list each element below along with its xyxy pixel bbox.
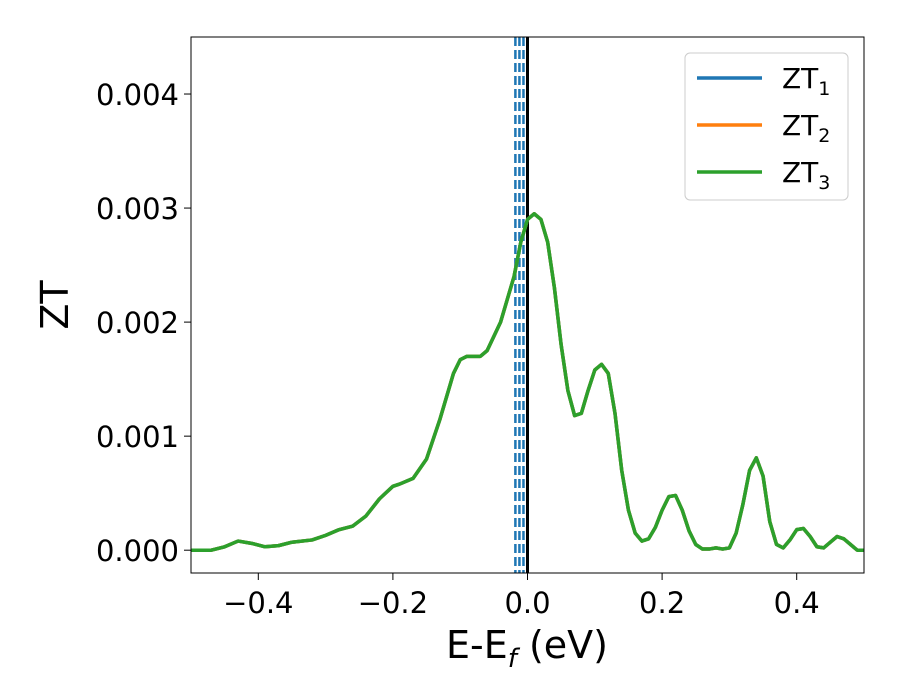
x-tick-label: 0.0 <box>504 586 550 620</box>
x-tick-label: −0.4 <box>223 586 293 620</box>
y-axis-label: ZT <box>33 280 77 330</box>
y-tick-label: 0.000 <box>96 534 179 568</box>
y-tick-label: 0.004 <box>96 78 179 112</box>
x-tick-label: 0.4 <box>774 586 820 620</box>
vertical-lines <box>514 37 529 573</box>
y-tick-label: 0.001 <box>96 420 179 454</box>
legend-label-zt2: ZT2 <box>782 109 830 147</box>
series-line-zt3 <box>191 212 864 552</box>
legend: ZT1 ZT2 ZT3 <box>684 52 849 201</box>
legend-frame <box>684 52 849 201</box>
x-axis-label: E-Ef (eV) <box>446 623 608 674</box>
y-tick-label: 0.003 <box>96 192 179 226</box>
x-tick-label: 0.2 <box>639 586 685 620</box>
legend-label-zt3: ZT3 <box>782 156 830 194</box>
legend-label-zt1: ZT1 <box>782 62 830 100</box>
x-tick-label: −0.2 <box>358 586 428 620</box>
y-tick-label: 0.002 <box>96 306 179 340</box>
x-axis-ticks: −0.4 −0.2 0.0 0.2 0.4 <box>223 573 820 620</box>
series-lines <box>191 212 864 552</box>
y-axis-ticks: 0.000 0.001 0.002 0.003 0.004 <box>96 78 191 568</box>
